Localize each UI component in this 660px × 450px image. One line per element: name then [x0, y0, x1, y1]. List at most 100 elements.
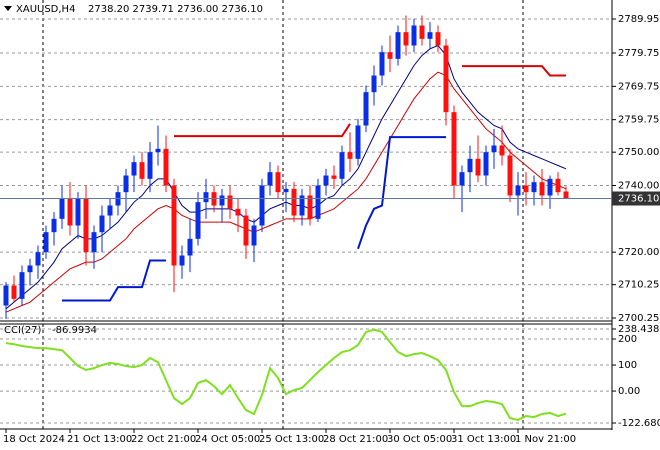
candle-body — [259, 185, 265, 226]
candle-body — [139, 162, 145, 179]
x-tick-label: 21 Oct 13:00 — [67, 434, 132, 445]
candle-body — [99, 215, 105, 233]
candle-body — [131, 162, 137, 176]
candle-body — [323, 175, 329, 186]
candle-body — [499, 145, 505, 156]
candle-body — [355, 125, 361, 159]
candle-body — [19, 272, 25, 299]
candle-body — [563, 191, 569, 199]
x-tick-label: 24 Oct 05:00 — [195, 434, 260, 445]
candle-body — [147, 152, 153, 179]
y-tick-label: 2720.00 — [618, 247, 659, 258]
candle-body — [275, 172, 281, 193]
y-tick-label: -122.6802 — [618, 418, 660, 429]
candle-body — [203, 192, 209, 203]
candle-body — [547, 178, 553, 196]
candle-body — [467, 158, 473, 173]
candle-body — [91, 232, 97, 253]
candle-body — [387, 52, 393, 59]
candle-body — [227, 195, 233, 209]
candle-body — [299, 195, 305, 216]
line — [62, 136, 446, 302]
candle-body — [475, 158, 481, 176]
candle-body — [123, 175, 129, 193]
candle-body — [67, 198, 73, 226]
y-tick-label: 100 — [618, 360, 637, 371]
candle-body — [347, 152, 353, 159]
candle-body — [395, 32, 401, 59]
candle-body — [523, 185, 529, 193]
candle-body — [291, 188, 297, 216]
line — [5, 328, 567, 422]
candle-body — [107, 205, 113, 216]
x-tick-label: 18 Oct 2024 — [3, 434, 65, 445]
y-tick-label: 238.4387 — [618, 324, 660, 335]
candle-body — [243, 215, 249, 246]
candle-body — [555, 178, 561, 193]
chart-title: XAUUSD,H4 — [16, 4, 75, 15]
x-tick-label: 28 Oct 21:00 — [323, 434, 388, 445]
candle-body — [539, 182, 545, 196]
candle-body — [195, 202, 201, 239]
candle-body — [331, 175, 337, 179]
menu-arrow[interactable] — [4, 6, 12, 11]
y-tick-label: 2710.25 — [618, 280, 659, 291]
candle-body — [427, 32, 433, 39]
y-tick-label: 200 — [618, 334, 637, 345]
candle-body — [11, 285, 17, 299]
y-tick-label: 2700.25 — [618, 313, 659, 324]
candle-body — [163, 148, 169, 186]
y-tick-label: 2740.00 — [618, 181, 659, 192]
candle-body — [507, 155, 513, 196]
candle-body — [531, 182, 537, 193]
candle-body — [363, 92, 369, 126]
candle-body — [3, 285, 9, 306]
candle-body — [307, 195, 313, 219]
ohlc-text: 2738.20 2739.71 2736.00 2736.10 — [88, 4, 263, 15]
candle-body — [435, 32, 441, 46]
candle-body — [59, 198, 65, 219]
candle-body — [171, 185, 177, 266]
price-box — [612, 191, 660, 206]
candle-body — [235, 208, 241, 216]
candle-body — [443, 45, 449, 113]
candle-body — [179, 255, 185, 266]
candle-body — [315, 185, 321, 219]
candle-body — [339, 152, 345, 179]
candle-body — [51, 218, 57, 233]
x-tick-label: 31 Oct 13:00 — [451, 434, 516, 445]
candle-body — [35, 252, 41, 266]
candle-body — [283, 188, 289, 193]
y-tick-label: 2789.95 — [618, 14, 659, 25]
indicator-value: -86.9934 — [52, 325, 97, 336]
line — [174, 65, 566, 138]
candle-body — [267, 172, 273, 186]
candle-body — [419, 25, 425, 39]
candle-body — [459, 172, 465, 186]
line — [5, 71, 567, 313]
candle-body — [491, 145, 497, 153]
candle-body — [43, 232, 49, 253]
indicator-title: CCI(27) — [4, 325, 42, 336]
candle-body — [379, 52, 385, 76]
candle-body — [371, 75, 377, 93]
x-tick-label: 25 Oct 13:00 — [259, 434, 324, 445]
candle-body — [403, 32, 409, 46]
x-tick-label: 22 Oct 21:00 — [131, 434, 196, 445]
candle-body — [515, 185, 521, 196]
candle-body — [483, 152, 489, 176]
candle-body — [411, 25, 417, 46]
x-tick-label: 30 Oct 05:00 — [387, 434, 452, 445]
y-tick-label: 2759.75 — [618, 115, 659, 126]
y-tick-label: 2769.75 — [618, 81, 659, 92]
price-label: 2736.10 — [618, 194, 659, 205]
candle-body — [187, 238, 193, 256]
candle-body — [155, 148, 161, 153]
candle-body — [219, 195, 225, 206]
y-tick-label: 2779.75 — [618, 48, 659, 59]
x-tick-label: 1 Nov 21:00 — [515, 434, 576, 445]
candle-body — [83, 198, 89, 253]
